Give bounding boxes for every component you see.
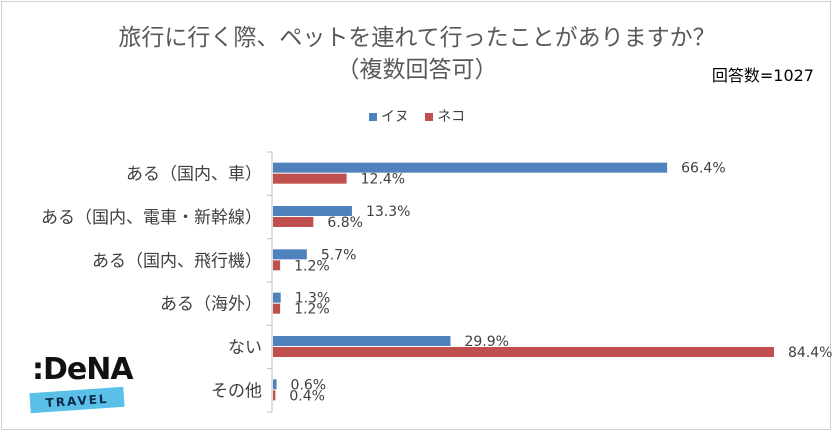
chart-subtitle: （複数回答可） [336, 57, 498, 83]
category-label: ない [228, 338, 262, 358]
data-label-dog: 0.6% [291, 377, 327, 393]
legend-swatch-dog [368, 113, 377, 121]
legend-swatch-cat [425, 113, 434, 121]
bar-cat [273, 303, 281, 314]
bar-dog [273, 249, 307, 260]
bar-cat [273, 390, 276, 401]
data-label-cat: 0.4% [289, 388, 325, 404]
data-label-cat: 1.2% [294, 302, 330, 318]
bar-dog [273, 206, 352, 216]
legend-entry-dog: イヌ [368, 106, 409, 126]
legend-label-dog: イヌ [380, 109, 409, 125]
legend-label-cat: ネコ [437, 109, 466, 125]
data-label-cat: 6.8% [327, 215, 363, 231]
respondent-count: 回答数=1027 [711, 66, 814, 85]
category-label: ある（海外） [160, 295, 262, 315]
data-label-dog: 5.7% [321, 247, 357, 263]
category-label: ある（国内、車） [126, 165, 262, 185]
logo-band: TRAVEL [29, 386, 125, 414]
bar-dog [273, 379, 277, 390]
bar-dog [273, 162, 668, 173]
data-label-dog: 1.3% [295, 291, 331, 307]
legend: イヌ ネコ [0, 106, 834, 126]
legend-entry-cat: ネコ [425, 106, 465, 126]
data-label-dog: 13.3% [366, 204, 410, 220]
bar-dog [273, 292, 281, 303]
category-label: その他 [211, 381, 262, 401]
bar-cat [273, 260, 281, 271]
bar-cat [273, 173, 347, 184]
bar-cat [273, 347, 774, 357]
chart-title: 旅行に行く際、ペットを連れて行ったことがありますか？ [118, 25, 716, 51]
bar-dog [273, 336, 451, 346]
logo-word: :DeNA [32, 352, 134, 387]
category-label: ある（国内、飛行機） [92, 251, 262, 271]
data-label-cat: 84.4% [788, 345, 832, 361]
data-label-dog: 29.9% [464, 334, 508, 350]
data-label-cat: 12.4% [361, 172, 405, 188]
data-label-cat: 1.2% [294, 258, 330, 274]
category-label: ある（国内、電車・新幹線） [41, 207, 262, 228]
data-label-dog: 66.4% [681, 161, 725, 177]
dena-travel-logo: :DeNA TRAVEL [29, 352, 134, 414]
bar-cat [273, 217, 314, 227]
